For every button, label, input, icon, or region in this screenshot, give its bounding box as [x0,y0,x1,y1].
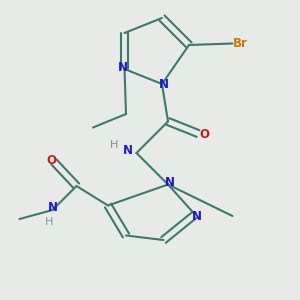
Text: N: N [164,176,175,190]
Text: Br: Br [232,37,247,50]
Text: N: N [118,61,128,74]
Text: H: H [45,217,54,227]
Text: O: O [199,128,209,142]
Text: N: N [122,143,133,157]
Text: N: N [48,201,58,214]
Text: H: H [110,140,118,150]
Text: N: N [191,209,202,223]
Text: N: N [158,77,169,91]
Text: O: O [46,154,56,167]
